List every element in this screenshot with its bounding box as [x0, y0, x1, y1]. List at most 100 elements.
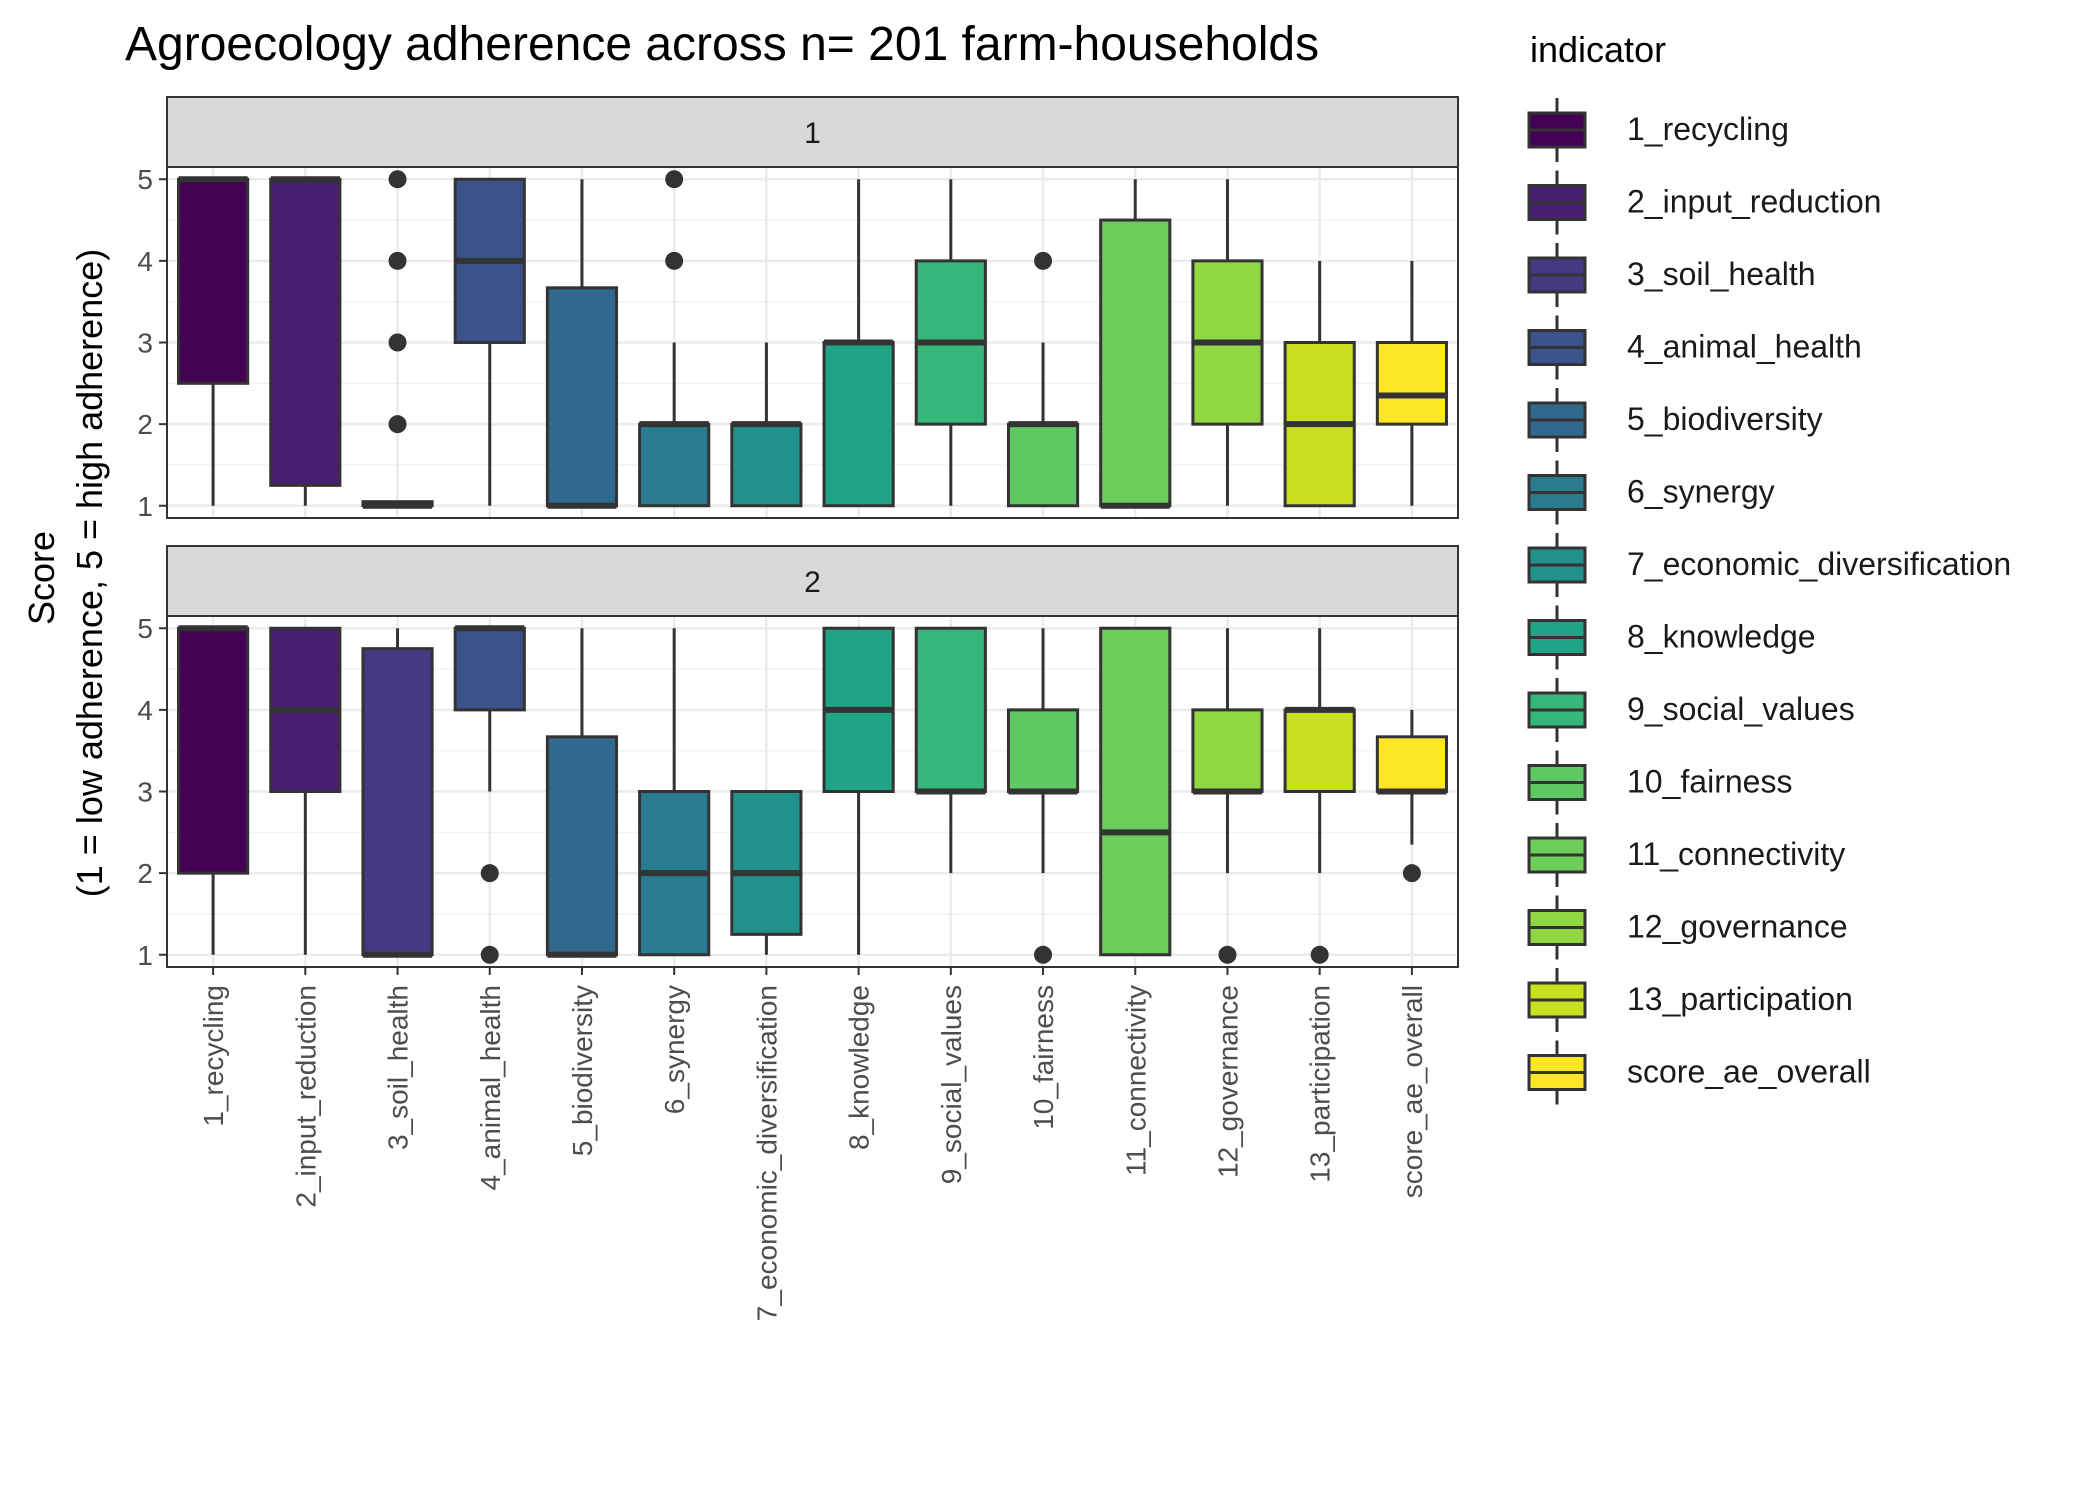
x-tick-label: 10_fairness: [1028, 985, 1059, 1130]
facet-panels: 1 1 2 3 4 5 2 1 2 3 4 5: [137, 96, 1459, 971]
x-tick-label: 5_biodiversity: [567, 985, 598, 1156]
outlier-point: [1034, 945, 1053, 964]
box-score_ae_overall: [1375, 260, 1448, 506]
box-12_governance: [1191, 628, 1264, 964]
y-tick-label: 4: [137, 246, 153, 277]
y-tick-label: 1: [137, 940, 153, 971]
box-13_participation: [1283, 260, 1356, 508]
box-8_knowledge: [822, 626, 895, 955]
box-7_economic_diversification: [730, 342, 803, 508]
box-10_fairness: [1006, 251, 1080, 508]
box-11_connectivity: [1099, 179, 1172, 509]
box-12_governance: [1191, 179, 1264, 506]
legend-label: 1_recycling: [1627, 111, 1789, 147]
outlier-point: [665, 251, 684, 270]
box-body: [545, 735, 619, 957]
legend-label: 11_connectivity: [1627, 836, 1845, 872]
outlier-point: [388, 251, 407, 270]
x-tick-label: 7_economic_diversification: [751, 985, 782, 1321]
box-7_economic_diversification: [730, 790, 803, 955]
outlier-point: [388, 170, 407, 189]
legend-item: 5_biodiversity: [1527, 388, 1823, 452]
legend-item: 13_participation: [1527, 968, 1853, 1032]
legend-label: 4_animal_health: [1627, 329, 1862, 365]
outlier-point: [1034, 251, 1053, 270]
box-body: [177, 177, 250, 385]
legend-label: 7_economic_diversification: [1627, 546, 2011, 582]
x-tick-label: 6_synergy: [659, 985, 690, 1114]
facet-strip: [166, 96, 1459, 168]
box-body: [269, 177, 342, 487]
box-1_recycling: [177, 176, 250, 506]
box-5_biodiversity: [545, 628, 619, 958]
box-body: [361, 647, 434, 957]
y-axis-label: Score (1 = low adherence, 5 = high adher…: [21, 249, 110, 897]
box-6_synergy: [638, 628, 711, 957]
outlier-point: [1310, 945, 1329, 964]
y-tick-label: 2: [137, 409, 153, 440]
box-6_synergy: [638, 170, 711, 508]
x-tick-label: 1_recycling: [198, 985, 229, 1127]
box-body: [177, 626, 250, 875]
legend-title: indicator: [1530, 29, 1666, 70]
outlier-point: [480, 864, 499, 883]
y-tick-label: 2: [137, 858, 153, 889]
outlier-point: [480, 945, 499, 964]
box-body: [1099, 626, 1172, 957]
legend-label: 8_knowledge: [1627, 619, 1816, 655]
box-10_fairness: [1006, 628, 1080, 964]
box-body: [1375, 341, 1448, 426]
box-body: [1191, 708, 1264, 793]
legend-item: 3_soil_health: [1527, 243, 1816, 307]
box-11_connectivity: [1099, 626, 1172, 957]
legend-item: 2_input_reduction: [1527, 170, 1881, 235]
box-body: [730, 790, 803, 936]
legend-label: 2_input_reduction: [1627, 184, 1881, 220]
box-body: [1006, 708, 1080, 793]
outlier-point: [388, 333, 407, 352]
legend-item: 9_social_values: [1527, 678, 1855, 742]
box-score_ae_overall: [1375, 709, 1448, 883]
legend-label: 3_soil_health: [1627, 256, 1816, 292]
box-9_social_values: [914, 179, 987, 506]
legend-item: 10_fairness: [1527, 750, 1792, 815]
y-tick-label: 3: [137, 777, 153, 808]
box-4_animal_health: [453, 177, 526, 506]
x-tick-label: 9_social_values: [936, 985, 967, 1184]
x-tick-label: 13_participation: [1305, 985, 1336, 1183]
legend-label: 10_fairness: [1627, 764, 1792, 800]
outlier-point: [1402, 864, 1421, 883]
box-3_soil_health: [361, 628, 434, 958]
legend-item: 6_synergy: [1527, 460, 1775, 525]
box-body: [545, 286, 619, 508]
legend-label: 5_biodiversity: [1627, 401, 1823, 437]
box-4_animal_health: [453, 625, 526, 964]
box-2_input_reduction: [269, 176, 342, 506]
legend-label: 9_social_values: [1627, 691, 1855, 727]
x-tick-label: 2_input_reduction: [290, 985, 321, 1208]
box-body: [1099, 218, 1172, 508]
outlier-point: [665, 170, 684, 189]
box-1_recycling: [177, 625, 250, 955]
facet-panel-2: 2 1 2 3 4 5: [137, 545, 1459, 971]
y-tick-label: 4: [137, 695, 153, 726]
x-tick-label: 8_knowledge: [844, 985, 875, 1150]
box-body: [1375, 735, 1448, 794]
legend-item: 4_animal_health: [1527, 315, 1862, 380]
box-body: [453, 626, 526, 712]
legend-label: 13_participation: [1627, 981, 1853, 1017]
y-axis-label-line2: (1 = low adherence, 5 = high adherence): [69, 249, 110, 897]
legend-item: 1_recycling: [1527, 98, 1789, 162]
box-5_biodiversity: [545, 179, 619, 509]
box-body: [914, 626, 987, 794]
box-13_participation: [1283, 628, 1356, 964]
box-body: [1006, 422, 1080, 508]
y-tick-label: 1: [137, 491, 153, 522]
box-2_input_reduction: [269, 626, 342, 955]
legend-label: 6_synergy: [1627, 474, 1775, 510]
facet-strip-label: 1: [804, 117, 821, 150]
x-tick-label: 11_connectivity: [1120, 985, 1151, 1176]
x-tick-label: 12_governance: [1212, 985, 1243, 1178]
legend-label: 12_governance: [1627, 909, 1848, 945]
